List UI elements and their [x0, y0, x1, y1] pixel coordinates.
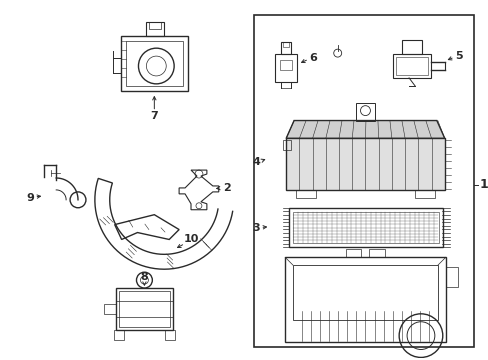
Bar	[114, 330, 123, 339]
Bar	[355, 103, 375, 121]
Bar	[285, 257, 445, 342]
Text: 9: 9	[26, 193, 34, 203]
Polygon shape	[285, 138, 444, 190]
Text: 7: 7	[150, 111, 158, 121]
Bar	[295, 190, 315, 198]
Bar	[149, 22, 161, 29]
Bar	[146, 22, 164, 36]
Bar	[368, 249, 385, 257]
Bar	[283, 42, 288, 47]
Bar	[280, 60, 291, 70]
Text: 5: 5	[454, 51, 462, 61]
Bar	[119, 291, 170, 327]
Bar	[445, 267, 457, 287]
Bar	[288, 208, 442, 247]
Bar	[395, 57, 427, 75]
Text: 6: 6	[308, 53, 316, 63]
Text: 1: 1	[478, 179, 487, 192]
Bar	[392, 54, 430, 78]
Text: 2: 2	[223, 183, 230, 193]
Text: 4: 4	[252, 157, 260, 167]
Bar	[103, 304, 116, 314]
Bar	[292, 212, 438, 243]
Bar	[125, 41, 183, 86]
Bar	[292, 265, 437, 320]
Bar	[414, 190, 434, 198]
Bar	[121, 36, 188, 91]
Bar	[281, 42, 290, 54]
Polygon shape	[285, 121, 444, 138]
Bar	[275, 54, 296, 82]
Text: 10: 10	[183, 234, 198, 244]
Bar	[165, 330, 175, 339]
Bar	[345, 249, 361, 257]
Text: 3: 3	[252, 222, 260, 233]
Bar	[116, 288, 173, 330]
Bar	[254, 15, 473, 347]
Bar	[283, 140, 290, 150]
Bar	[401, 40, 421, 54]
Text: 8: 8	[140, 272, 148, 282]
